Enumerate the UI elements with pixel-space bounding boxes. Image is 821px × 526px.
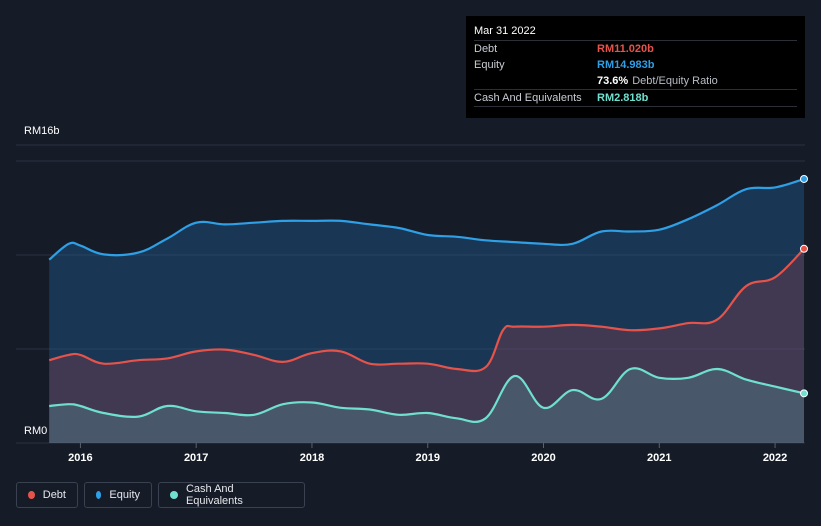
- legend-label: Equity: [109, 489, 140, 501]
- y-tick-top: RM16b: [24, 125, 60, 137]
- tooltip-row-ratio: 73.6% Debt/Equity Ratio: [474, 73, 797, 89]
- tooltip-date: Mar 31 2022: [474, 25, 536, 37]
- x-tick-label: 2016: [68, 452, 92, 464]
- grid: [16, 144, 805, 444]
- tooltip-row-cash: Cash And Equivalents RM2.818b: [474, 89, 797, 106]
- tooltip-value: RM2.818b: [597, 92, 649, 104]
- cash-dot-icon: [170, 491, 178, 499]
- tooltip-value: RM11.020b: [597, 43, 654, 55]
- x-tick-label: 2020: [531, 452, 555, 464]
- series-areas: [49, 179, 805, 443]
- tooltip-row-debt: Debt RM11.020b: [474, 40, 797, 57]
- cash-and-equivalents-area: [49, 368, 805, 443]
- y-tick-bottom: RM0: [24, 425, 48, 437]
- cash-and-equivalents-line: [49, 367, 805, 424]
- series-lines: [48, 177, 805, 424]
- equity-endpoint: [800, 174, 808, 183]
- cash-and-equivalents-endpoint: [800, 389, 808, 398]
- equity-dot-icon: [96, 491, 102, 499]
- tooltip: Mar 31 2022 Debt RM11.020b Equity RM14.9…: [466, 16, 805, 118]
- tooltip-label: Equity: [474, 59, 505, 71]
- x-tick-label: 2019: [415, 452, 439, 464]
- x-tick-label: 2021: [647, 452, 671, 464]
- tooltip-label: Debt: [474, 43, 498, 55]
- debt-dot-icon: [28, 491, 35, 499]
- tooltip-row-equity: Equity RM14.983b: [474, 57, 797, 73]
- equity-area: [49, 179, 805, 443]
- tooltip-row-end: [474, 106, 797, 123]
- legend-item-equity[interactable]: Equity: [84, 482, 152, 508]
- x-tick-label: 2017: [184, 452, 208, 464]
- equity-line: [48, 177, 805, 261]
- tooltip-value: 73.6%: [597, 75, 629, 87]
- tooltip-label: Cash And Equivalents: [474, 92, 582, 104]
- x-tick-label: 2018: [300, 452, 324, 464]
- legend-item-debt[interactable]: Debt: [16, 482, 78, 508]
- tooltip-label: [474, 73, 597, 89]
- series-endpoints: [800, 174, 808, 398]
- x-tick-label: 2022: [763, 452, 787, 464]
- debt-line: [48, 248, 805, 373]
- legend-label: Debt: [42, 489, 66, 501]
- legend: Debt Equity Cash And Equivalents: [16, 482, 305, 508]
- debt-endpoint: [800, 244, 808, 253]
- tooltip-value: RM14.983b: [597, 59, 655, 71]
- tooltip-ratio-label: Debt/Equity Ratio: [632, 75, 718, 87]
- x-axis: 2016 2017 2018 2019 2020 2021 2022: [68, 443, 787, 464]
- legend-label: Cash And Equivalents: [185, 483, 243, 507]
- legend-item-cash[interactable]: Cash And Equivalents: [158, 482, 305, 508]
- debt-area: [49, 248, 805, 443]
